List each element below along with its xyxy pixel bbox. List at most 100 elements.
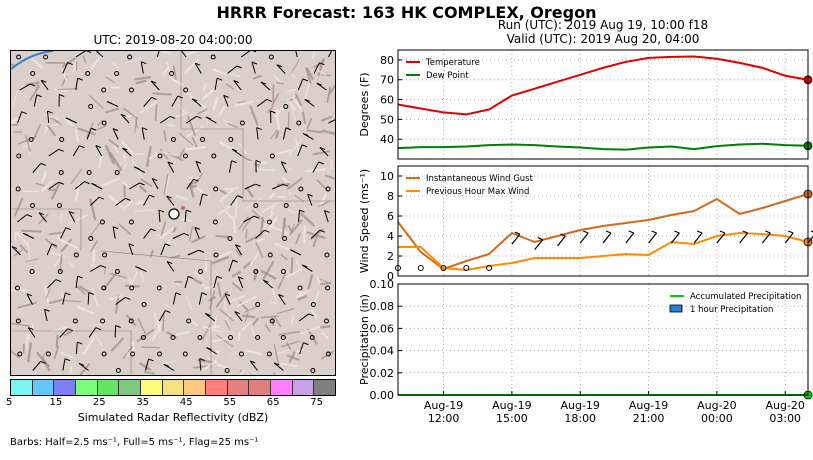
terrain-ridge [178, 104, 188, 115]
calm-wind-marker [45, 351, 51, 357]
terrain-ridge [133, 209, 155, 212]
terrain-ridge [244, 349, 263, 356]
terrain-ridge [135, 79, 147, 85]
terrain-ridge [139, 101, 158, 114]
terrain-ridge [321, 350, 335, 360]
calm-wind-marker [238, 351, 244, 357]
terrain-ridge [218, 105, 226, 116]
terrain-ridge [89, 198, 97, 221]
terrain-ridge [43, 285, 50, 305]
wind-barb [40, 79, 49, 91]
series-line-dew-point [397, 142, 809, 151]
fire-location-marker [168, 208, 180, 220]
wind-barb [184, 275, 194, 289]
wind-barb [112, 128, 119, 140]
terrain-ridge [19, 244, 28, 254]
county-border [11, 51, 335, 375]
calm-wind-marker [130, 351, 136, 357]
terrain-ridge [261, 202, 278, 213]
wind-barb [159, 115, 176, 124]
terrain-ridge [287, 177, 303, 190]
calm-wind-marker [198, 269, 204, 274]
x-tick-label-time: 15:00 [496, 412, 528, 425]
terrain-ridge [290, 59, 300, 75]
calm-wind-marker [99, 219, 105, 225]
calm-wind-marker [30, 203, 36, 208]
terrain-ridge [22, 94, 31, 99]
calm-wind-marker [463, 265, 470, 271]
fire-point [181, 206, 185, 210]
terrain-ridge [208, 296, 216, 302]
terrain-ridge [160, 360, 177, 366]
wind-barb [44, 308, 50, 322]
terrain-ridge [41, 180, 53, 192]
terrain-ridge [276, 195, 287, 198]
wind-barb [166, 261, 175, 272]
wind-barb [186, 178, 199, 190]
terrain-ridge [103, 272, 117, 290]
calm-wind-marker [309, 335, 315, 340]
map-canvas [11, 51, 335, 375]
calm-wind-marker [88, 236, 94, 241]
wind-barb [48, 148, 64, 157]
terrain-ridge [284, 165, 293, 171]
terrain-ridge [286, 354, 300, 361]
colorbar-swatch [96, 380, 119, 395]
wind-barb [256, 98, 272, 107]
y-axis-label: Precipitation (in) [358, 294, 371, 385]
terrain-ridge [27, 324, 34, 341]
wind-barb [278, 294, 286, 305]
terrain-ridge [69, 262, 74, 268]
calm-wind-marker [101, 87, 107, 93]
wind-barb [255, 229, 270, 239]
wind-barb [17, 111, 27, 124]
x-tick-label-date: Aug-20 [697, 399, 736, 412]
terrain-ridge [11, 350, 20, 359]
wind-barb [90, 196, 105, 206]
terrain-ridge [230, 351, 238, 356]
calm-wind-marker [296, 120, 302, 126]
wind-barb [32, 360, 46, 371]
terrain-ridge [318, 201, 330, 207]
wind-barb [33, 94, 42, 107]
terrain-ridge [300, 326, 320, 335]
terrain-ridge [318, 193, 327, 208]
wind-barb [88, 327, 102, 338]
terrain-ridge [326, 86, 332, 104]
terrain-ridge [122, 181, 132, 189]
y-axis-label: Wind Speed (ms⁻¹) [358, 169, 371, 273]
terrain-ridge [60, 212, 63, 223]
terrain-ridge [76, 305, 95, 315]
wind-barb [312, 161, 324, 173]
wind-barb [716, 230, 726, 244]
wind-barb [181, 51, 187, 58]
wind-barb [106, 101, 119, 107]
terrain-ridge [270, 205, 274, 214]
calm-wind-marker [255, 335, 261, 340]
terrain-ridge [134, 117, 138, 133]
calm-wind-marker [141, 302, 147, 307]
terrain-ridge [140, 178, 153, 187]
terrain-ridge [280, 254, 288, 261]
terrain-ridge [281, 176, 290, 183]
colorbar-swatch [31, 380, 54, 395]
colorbar-swatch [205, 380, 227, 395]
terrain-ridge [275, 109, 281, 131]
terrain-ridge [260, 217, 264, 234]
terrain-ridge [235, 249, 242, 257]
wind-barb [251, 61, 258, 74]
series-line-temperature [397, 55, 809, 116]
wind-barb [270, 110, 276, 124]
calm-wind-marker [255, 302, 261, 307]
terrain-ridge [273, 344, 280, 365]
calm-wind-marker [186, 318, 192, 324]
y-tick-label: 40 [380, 133, 394, 146]
wind-barb [307, 193, 313, 206]
terrain-ridge [306, 231, 326, 239]
terrain-texture [11, 51, 335, 375]
terrain-ridge [170, 77, 184, 86]
terrain-ridge [50, 326, 69, 333]
terrain-ridge [89, 221, 102, 237]
terrain-ridge [160, 221, 167, 236]
terrain-ridge [163, 130, 167, 142]
